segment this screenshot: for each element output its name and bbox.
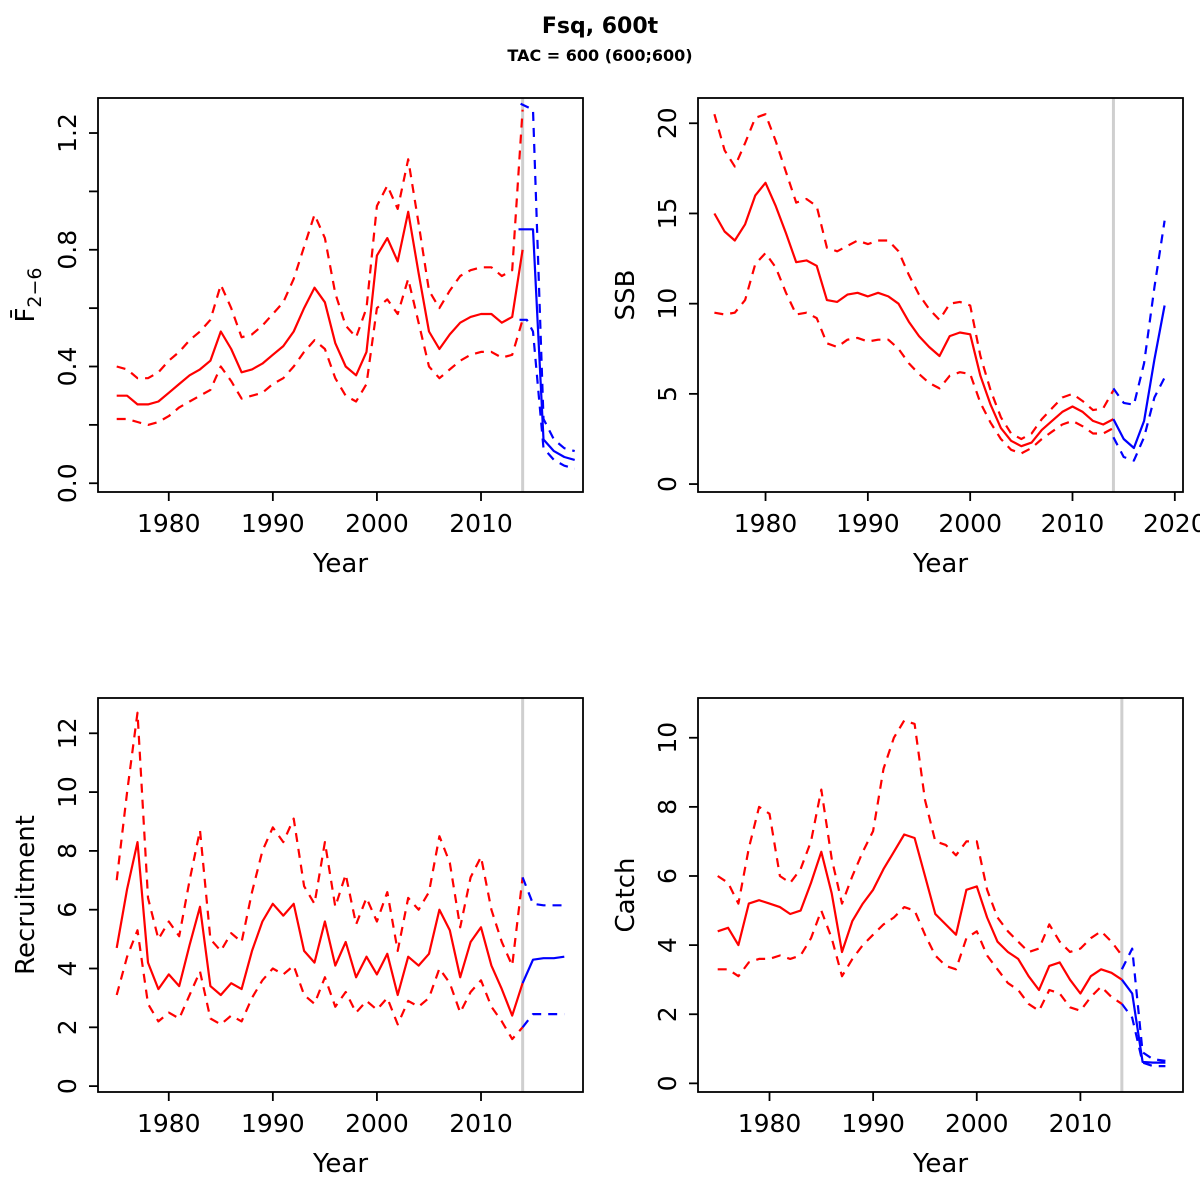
history-ci-upper-history-line (115, 711, 524, 967)
history-median-history-line (713, 181, 1114, 448)
y-tick-label: 10 (653, 288, 682, 320)
y-tick-label: 0.0 (53, 463, 82, 503)
y-tick-label: 15 (653, 198, 682, 230)
figure-title: Fsq, 600t (541, 14, 659, 39)
x-tick-label: 1990 (241, 1109, 305, 1138)
forecast-median-forecast-line (518, 228, 575, 461)
x-tick-label: 1980 (137, 1109, 201, 1138)
y-axis-title: Catch (611, 857, 641, 932)
history-median-history-line (116, 210, 524, 406)
y-tick-label: 0 (653, 476, 682, 492)
history-ci-upper-history-line (713, 113, 1115, 441)
y-axis: 0 5 10 15 20 SSB (611, 107, 698, 492)
x-axis-title: Year (912, 1149, 968, 1179)
x-tick-label: 2000 (938, 509, 1002, 538)
y-axis-title: F̄2−6 (9, 267, 46, 322)
catch-panel-chart: 1980 1990 2000 2010 Year 0 2 4 6 8 10 Catch (611, 697, 1184, 1179)
x-tick-label: 2010 (449, 1109, 513, 1138)
plot-border (97, 697, 584, 1093)
y-tick-label: 10 (53, 776, 82, 808)
history-ci-upper-history-line (116, 109, 524, 380)
figure-subtitle: TAC = 600 (600;600) (507, 46, 693, 65)
ssb-panel-chart: 1980 1990 2000 2010 2020 Year 0 5 10 15 20 SSB (611, 97, 1200, 579)
history-median-history-line (115, 841, 524, 1017)
y-tick-label: 5 (653, 386, 682, 402)
forecast-ci-lower-forecast-line (1112, 377, 1166, 462)
y-tick-label: 4 (653, 937, 682, 953)
y-tick-label: 8 (653, 799, 682, 815)
plot-border (97, 97, 584, 493)
y-tick-label: 0 (653, 1075, 682, 1091)
forecast-ci-lower-forecast-line (519, 318, 576, 470)
plot-border (697, 97, 1184, 493)
y-tick-label: 6 (53, 902, 82, 918)
x-axis: 1980 1990 2000 2010 Year (137, 492, 513, 579)
y-tick-label: 2 (653, 1006, 682, 1022)
x-tick-label: 2010 (1049, 1109, 1113, 1138)
y-tick-label: 0.4 (53, 347, 82, 387)
history-ci-lower-history-line (717, 906, 1123, 1012)
y-axis-title: SSB (611, 270, 641, 321)
x-tick-label: 1990 (841, 1109, 905, 1138)
forecast-ci-lower-forecast-line (1121, 1003, 1166, 1068)
history-median-history-line (717, 833, 1123, 995)
x-axis: 1980 1990 2000 2010 Year (738, 1092, 1113, 1179)
forecast-ci-upper-forecast-line (1120, 947, 1166, 1062)
y-axis-title: Recruitment (11, 815, 41, 975)
y-tick-label: 1.2 (53, 113, 82, 153)
forecast-ci-upper-forecast-line (1112, 220, 1166, 406)
x-tick-label: 1990 (241, 509, 305, 538)
forecast-ci-upper-forecast-line (520, 102, 575, 453)
x-tick-label: 1980 (734, 509, 798, 538)
x-tick-label: 1980 (137, 509, 201, 538)
x-tick-label: 2010 (1041, 509, 1105, 538)
history-ci-lower-history-line (714, 252, 1114, 455)
y-axis: 0 2 4 6 8 10 Catch (611, 722, 698, 1091)
forecast-median-forecast-line (521, 955, 565, 984)
forecast-ci-lower-forecast-line (521, 1013, 565, 1028)
y-tick-label: 8 (53, 843, 82, 859)
x-tick-label: 2000 (345, 1109, 409, 1138)
y-tick-label: 10 (653, 722, 682, 754)
x-tick-label: 1990 (836, 509, 900, 538)
y-tick-label: 20 (653, 107, 682, 139)
y-tick-label: 4 (53, 961, 82, 977)
x-tick-label: 2000 (345, 509, 409, 538)
x-axis-title: Year (312, 549, 368, 579)
y-tick-label: 0 (53, 1078, 82, 1094)
recruitment-panel-chart: 1980 1990 2000 2010 Year 0 2 4 6 8 10 12 Recruitment (11, 697, 584, 1179)
x-tick-label: 2020 (1143, 509, 1200, 538)
y-tick-label: 12 (53, 717, 82, 749)
forecast-median-forecast-line (1112, 305, 1166, 450)
x-axis: 1980 1990 2000 2010 2020 Year (734, 492, 1200, 579)
history-ci-lower-history-line (115, 929, 524, 1041)
history-ci-upper-history-line (717, 719, 1123, 957)
plot-border (697, 697, 1184, 1093)
x-tick-label: 2010 (449, 509, 513, 538)
y-tick-label: 6 (653, 868, 682, 884)
x-axis: 1980 1990 2000 2010 Year (137, 1092, 513, 1179)
x-axis-title: Year (312, 1149, 368, 1179)
y-axis: 0.0 0.4 0.8 1.2 F̄2−6 (9, 113, 98, 503)
x-tick-label: 1980 (738, 1109, 802, 1138)
forecast-ci-upper-forecast-line (521, 876, 565, 907)
y-tick-label: 0.8 (53, 230, 82, 270)
x-tick-label: 2000 (945, 1109, 1009, 1138)
y-tick-label: 2 (53, 1019, 82, 1035)
forecast-median-forecast-line (1121, 979, 1166, 1064)
fbar-panel-chart: 1980 1990 2000 2010 Year 0.0 0.4 0.8 1.2 F̄2−6 (9, 97, 584, 579)
x-axis-title: Year (912, 549, 968, 579)
y-axis: 0 2 4 6 8 10 12 Recruitment (11, 717, 98, 1094)
history-ci-lower-history-line (116, 277, 524, 426)
